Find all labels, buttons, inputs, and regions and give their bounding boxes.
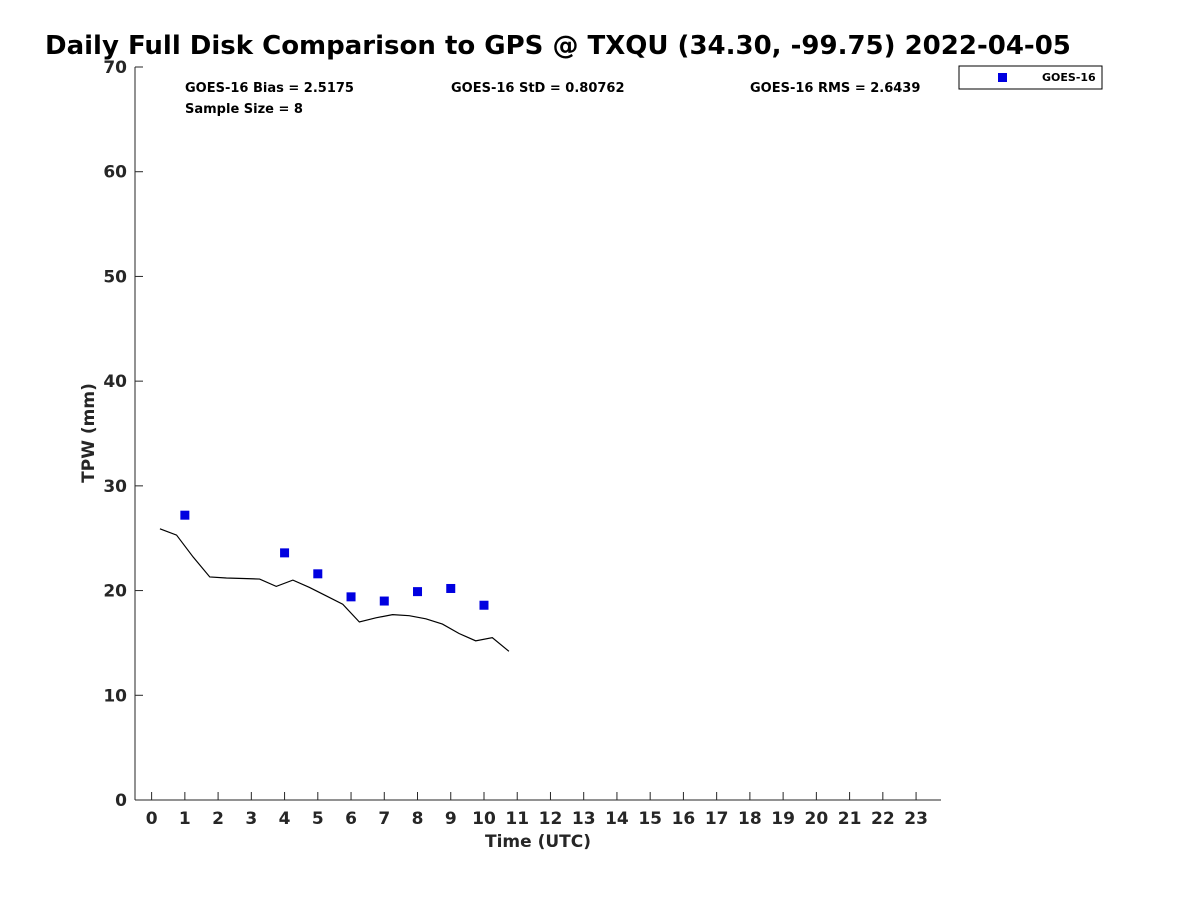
legend-label-goes16: GOES-16	[1042, 71, 1096, 84]
x-tick-label: 12	[539, 809, 563, 829]
x-tick-label: 13	[572, 809, 596, 829]
x-tick-label: 22	[871, 809, 895, 829]
y-axis-label: TPW (mm)	[79, 383, 99, 483]
y-tick-label: 60	[103, 163, 127, 183]
stat-rms: GOES-16 RMS = 2.6439	[750, 81, 920, 96]
legend-box	[958, 65, 1103, 90]
x-tick-label: 20	[805, 809, 829, 829]
x-tick-label: 8	[412, 809, 424, 829]
goes16-point	[180, 510, 190, 520]
y-tick-label: 50	[103, 267, 127, 287]
stat-sample-size: Sample Size = 8	[185, 102, 303, 117]
x-tick-label: 1	[179, 809, 191, 829]
goes16-point	[479, 600, 489, 610]
legend-marker-goes16	[998, 73, 1007, 82]
y-tick-label: 20	[103, 582, 127, 602]
axes	[134, 67, 941, 801]
y-tick-label: 30	[103, 477, 127, 497]
x-ticks: 0 1 2 3 4 5 6 7 8 9 10 11 12 13 14 15 16 17 18 19 20 21 22 23	[146, 792, 928, 829]
goes16-point	[379, 596, 389, 606]
y-tick-label: 70	[103, 58, 127, 78]
plot-area	[159, 510, 510, 652]
x-tick-label: 2	[212, 809, 224, 829]
y-tick-label: 0	[115, 791, 127, 811]
legend: GOES-16	[958, 65, 1103, 90]
x-tick-label: 6	[345, 809, 357, 829]
x-tick-label: 15	[638, 809, 662, 829]
x-tick-label: 19	[771, 809, 795, 829]
x-tick-label: 21	[838, 809, 862, 829]
x-tick-label: 5	[312, 809, 324, 829]
x-tick-label: 18	[738, 809, 762, 829]
y-ticks: 0 10 20 30 40 50 60 70	[103, 58, 143, 811]
x-tick-label: 23	[904, 809, 928, 829]
x-tick-label: 0	[146, 809, 158, 829]
y-tick-label: 40	[103, 372, 127, 392]
x-axis-label: Time (UTC)	[485, 832, 591, 852]
x-tick-label: 17	[705, 809, 729, 829]
x-tick-label: 7	[378, 809, 390, 829]
gps-line	[159, 528, 510, 652]
x-tick-label: 4	[279, 809, 291, 829]
x-tick-label: 14	[605, 809, 629, 829]
stat-bias: GOES-16 Bias = 2.5175	[185, 81, 354, 96]
chart-title: Daily Full Disk Comparison to GPS @ TXQU…	[45, 31, 1071, 61]
x-tick-label: 9	[445, 809, 457, 829]
x-tick-label: 11	[505, 809, 529, 829]
stat-std: GOES-16 StD = 0.80762	[451, 81, 625, 96]
x-tick-label: 3	[245, 809, 257, 829]
x-tick-label: 16	[672, 809, 696, 829]
goes16-point	[313, 569, 323, 579]
goes16-point	[280, 548, 290, 558]
goes16-point	[446, 583, 456, 593]
goes16-point	[346, 592, 356, 602]
y-tick-label: 10	[103, 686, 127, 706]
goes16-point	[413, 587, 423, 597]
x-tick-label: 10	[472, 809, 496, 829]
